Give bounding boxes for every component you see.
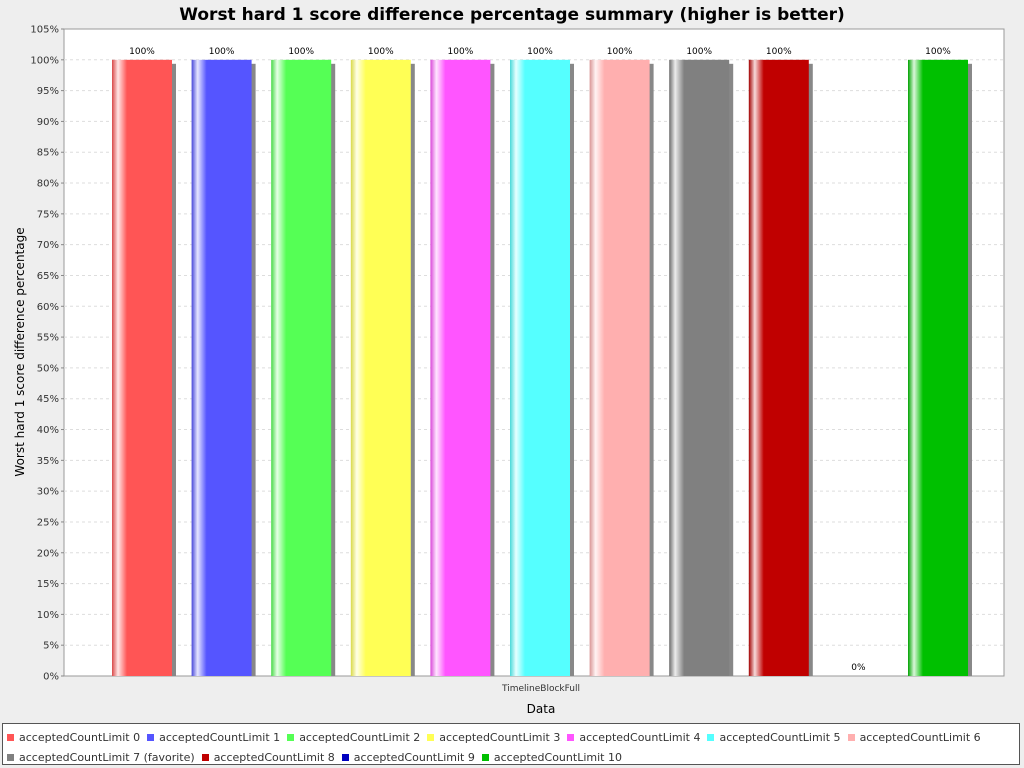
legend-label: acceptedCountLimit 7 (favorite) (19, 750, 195, 764)
legend-label: acceptedCountLimit 6 (859, 730, 981, 744)
y-tick-label: 50% (37, 363, 59, 374)
y-tick-label: 15% (37, 579, 59, 590)
legend-label: acceptedCountLimit 1 (159, 730, 281, 744)
chart: Worst hard 1 score difference percentage… (13, 5, 1005, 716)
y-tick-label: 60% (37, 302, 59, 313)
y-tick-label: 65% (37, 271, 59, 282)
bar-label: 100% (448, 47, 474, 57)
y-tick-label: 10% (37, 610, 59, 621)
bar-label: 100% (607, 47, 633, 57)
y-tick-label: 100% (30, 55, 59, 66)
legend-swatch (341, 753, 349, 761)
bar (589, 59, 650, 677)
y-tick-label: 75% (37, 209, 59, 220)
legend-swatch (481, 753, 489, 761)
legend-item: acceptedCountLimit 9 (341, 750, 475, 764)
bar-label: 100% (209, 47, 235, 57)
legend-swatch (147, 733, 155, 741)
y-tick-label: 0% (43, 672, 59, 683)
y-tick-label: 95% (37, 86, 59, 97)
bar (430, 59, 491, 677)
legend-row-1: acceptedCountLimit 0 acceptedCountLimit … (7, 727, 1019, 747)
bar-labels: 100% 100% 100% 100% 100% 100% 100% 100% 100% 0% 10… (129, 47, 951, 673)
y-tick-label: 5% (43, 641, 59, 652)
y-tick-label: 90% (37, 117, 59, 128)
legend-label: acceptedCountLimit 0 (19, 730, 141, 744)
legend-label: acceptedCountLimit 3 (439, 730, 561, 744)
bar (748, 59, 809, 677)
y-tick-label: 30% (37, 487, 59, 498)
legend-item: acceptedCountLimit 4 (567, 731, 700, 744)
legend-swatch (847, 733, 855, 741)
y-tick-label: 40% (37, 425, 59, 436)
x-axis-label: Data (527, 702, 556, 716)
bar-label: 100% (766, 47, 792, 57)
legend-swatch (427, 733, 435, 741)
legend-item: acceptedCountLimit 10 (481, 750, 622, 764)
bar-label: 100% (527, 47, 553, 57)
legend-item: acceptedCountLimit 3 (427, 731, 560, 744)
legend-label: acceptedCountLimit 10 (493, 750, 622, 764)
y-tick-label: 55% (37, 333, 59, 344)
legend-item: acceptedCountLimit 7 (favorite) (7, 751, 195, 764)
legend-item: acceptedCountLimit 6 (847, 730, 981, 744)
bar (350, 59, 411, 677)
bar-label: 100% (129, 47, 155, 57)
legend-item: acceptedCountLimit 5 (707, 730, 841, 744)
legend-swatch (567, 733, 575, 741)
bar-label: 0% (851, 663, 866, 673)
y-tick-label: 80% (37, 179, 59, 190)
chart-title: Worst hard 1 score difference percentage… (179, 5, 845, 25)
legend-item: acceptedCountLimit 1 (147, 731, 280, 744)
legend-row-2: acceptedCountLimit 7 (favorite) accepted… (7, 747, 1019, 767)
legend-label: acceptedCountLimit 9 (353, 750, 475, 764)
legend-item: acceptedCountLimit 8 (201, 750, 335, 764)
legend-swatch (7, 753, 14, 761)
legend-swatch (707, 733, 715, 741)
legend-label: acceptedCountLimit 5 (719, 730, 841, 744)
bar (510, 59, 570, 677)
y-tick-label: 35% (37, 456, 59, 467)
legend-label: acceptedCountLimit 4 (579, 730, 701, 744)
legend-item: acceptedCountLimit 0 (7, 731, 140, 744)
legend-item: acceptedCountLimit 2 (287, 731, 420, 744)
bar-label: 100% (925, 47, 951, 57)
legend: acceptedCountLimit 0 acceptedCountLimit … (2, 723, 1020, 765)
y-tick-label: 20% (37, 548, 59, 559)
y-axis-ticks: 0% 5% 10% 15% 20% 25% 30% 35% 40% 45% 50% 55% 60% 65%… (30, 25, 64, 683)
y-tick-label: 85% (37, 148, 59, 159)
bar (191, 59, 252, 677)
y-tick-label: 45% (37, 394, 59, 405)
legend-swatch (201, 753, 209, 761)
bar-label: 100% (368, 47, 394, 57)
legend-label: acceptedCountLimit 8 (213, 750, 335, 764)
legend-label: acceptedCountLimit 2 (299, 730, 421, 744)
y-tick-label: 25% (37, 517, 59, 528)
bar (112, 59, 172, 677)
bar (908, 59, 968, 677)
bars (112, 59, 972, 677)
legend-swatch (287, 733, 295, 741)
bar-label: 100% (288, 47, 314, 57)
bar (669, 59, 730, 677)
bar-label: 100% (686, 47, 712, 57)
y-tick-label: 105% (30, 25, 59, 36)
legend-swatch (7, 733, 14, 741)
bar (271, 59, 332, 677)
x-tick-label: TimelineBlockFull (501, 684, 580, 694)
y-axis-label: Worst hard 1 score difference percentage (13, 227, 27, 476)
y-tick-label: 70% (37, 240, 59, 251)
